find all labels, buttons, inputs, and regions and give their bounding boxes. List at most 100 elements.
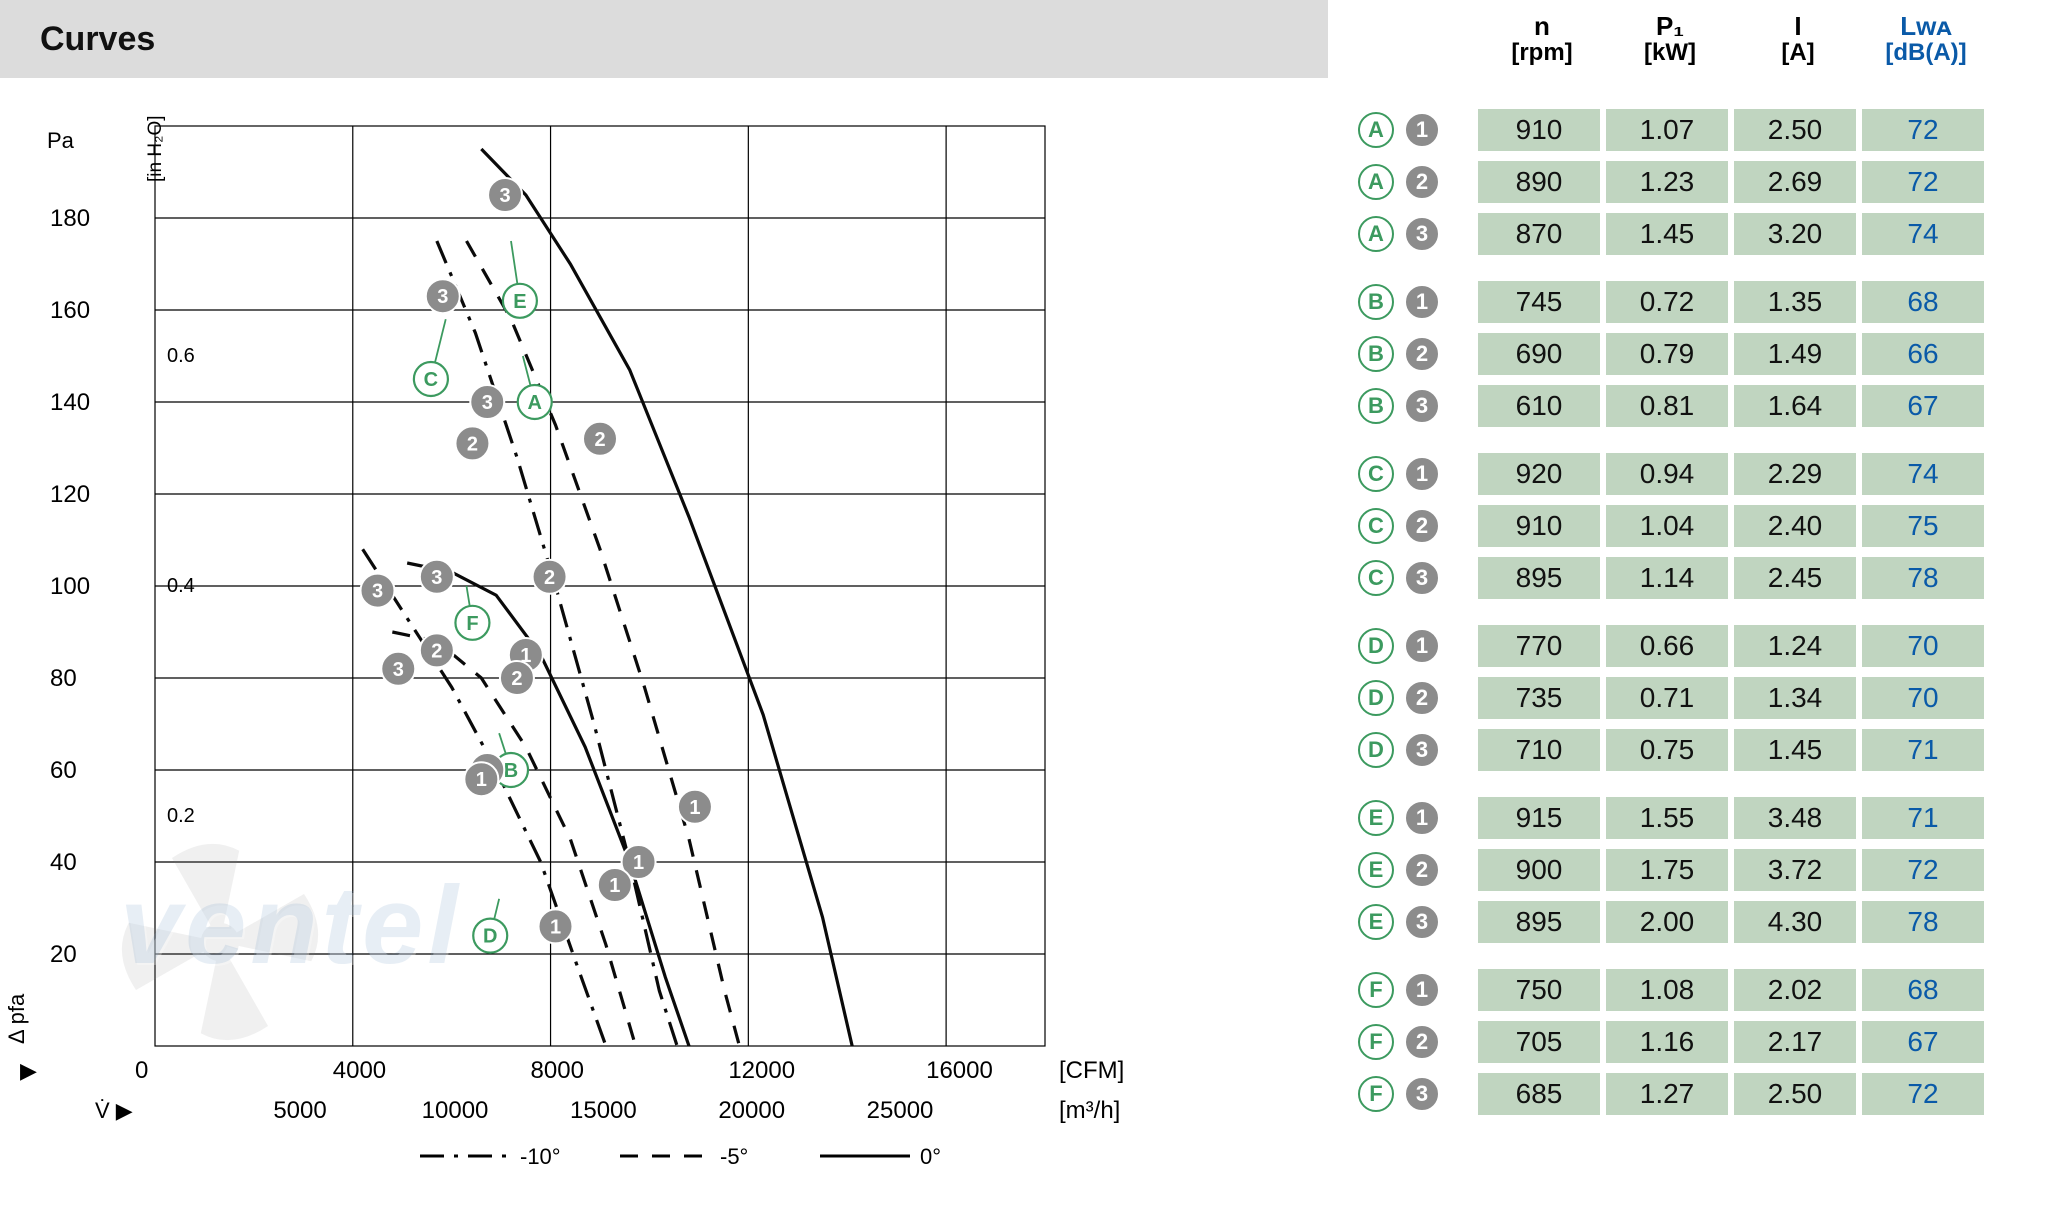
legend-label: -5°	[720, 1144, 748, 1169]
curve-marker-number-text: 1	[550, 916, 561, 938]
badge-letter: B	[1358, 336, 1394, 372]
curve-marker-number-text: 3	[482, 392, 493, 414]
row-badges: D3	[1358, 732, 1478, 768]
row-badges: A3	[1358, 216, 1478, 252]
cell-p1: 2.00	[1606, 901, 1728, 943]
cell-i: 2.69	[1734, 161, 1856, 203]
ytick-inh2o: 0.2	[167, 805, 195, 827]
cell-p1: 0.72	[1606, 281, 1728, 323]
row-badges: B3	[1358, 388, 1478, 424]
cell-p1: 0.94	[1606, 453, 1728, 495]
cell-lwa: 67	[1862, 1021, 1984, 1063]
cell-i: 3.20	[1734, 213, 1856, 255]
badge-letter: E	[1358, 904, 1394, 940]
cell-i: 1.34	[1734, 677, 1856, 719]
cell-lwa: 70	[1862, 677, 1984, 719]
cell-p1: 1.04	[1606, 505, 1728, 547]
table-row: B26900.791.4966	[1358, 330, 2047, 378]
cell-n: 900	[1478, 849, 1600, 891]
table-row: A38701.453.2074	[1358, 210, 2047, 258]
xtick-m3h: 10000	[422, 1097, 489, 1124]
cell-lwa: 70	[1862, 625, 1984, 667]
y-unit-pa: Pa	[47, 128, 75, 153]
table-row: A28901.232.6972	[1358, 158, 2047, 206]
badge-number: 1	[1404, 112, 1440, 148]
ytick-pa: 20	[50, 941, 77, 968]
cell-i: 1.64	[1734, 385, 1856, 427]
cell-n: 710	[1478, 729, 1600, 771]
cfm-unit: [CFM]	[1059, 1057, 1124, 1084]
cell-i: 2.17	[1734, 1021, 1856, 1063]
badge-letter: B	[1358, 388, 1394, 424]
curve-marker-number-text: 3	[431, 567, 442, 589]
badge-letter: D	[1358, 628, 1394, 664]
cell-n: 705	[1478, 1021, 1600, 1063]
cell-lwa: 75	[1862, 505, 1984, 547]
badge-letter: E	[1358, 852, 1394, 888]
curve-marker-number-text: 1	[633, 852, 644, 874]
curve-marker-number-text: 1	[689, 797, 700, 819]
curve-marker-number-text: 2	[594, 429, 605, 451]
cell-lwa: 72	[1862, 161, 1984, 203]
badge-number: 3	[1404, 560, 1440, 596]
cell-lwa: 74	[1862, 213, 1984, 255]
badge-number: 1	[1404, 628, 1440, 664]
badge-number: 3	[1404, 732, 1440, 768]
cell-i: 1.49	[1734, 333, 1856, 375]
y-axis-label: Δ pfa	[4, 993, 29, 1044]
cell-n: 910	[1478, 109, 1600, 151]
x-axis-label: V̇ ▶	[95, 1098, 133, 1123]
badge-letter: A	[1358, 216, 1394, 252]
badge-number: 3	[1404, 216, 1440, 252]
cell-i: 2.50	[1734, 109, 1856, 151]
row-badges: D1	[1358, 628, 1478, 664]
badge-number: 3	[1404, 1076, 1440, 1112]
xtick-cfm: 12000	[728, 1057, 795, 1084]
curve-marker-number-text: 3	[500, 185, 511, 207]
m3h-unit: [m³/h]	[1059, 1097, 1120, 1124]
ytick-inh2o: 0.6	[167, 345, 195, 367]
cell-p1: 1.14	[1606, 557, 1728, 599]
cell-p1: 0.66	[1606, 625, 1728, 667]
cell-p1: 1.23	[1606, 161, 1728, 203]
table-row: C29101.042.4075	[1358, 502, 2047, 550]
badge-letter: E	[1358, 800, 1394, 836]
curve-marker-number-text: 3	[437, 286, 448, 308]
cell-lwa: 67	[1862, 385, 1984, 427]
cell-i: 2.45	[1734, 557, 1856, 599]
table-row: D17700.661.2470	[1358, 622, 2047, 670]
curve-marker-number-text: 3	[372, 581, 383, 603]
badge-number: 2	[1404, 164, 1440, 200]
xtick-cfm: 4000	[333, 1057, 386, 1084]
xtick-cfm: 16000	[926, 1057, 993, 1084]
ytick-pa: 60	[50, 757, 77, 784]
cell-n: 750	[1478, 969, 1600, 1011]
row-badges: C1	[1358, 456, 1478, 492]
cell-lwa: 71	[1862, 729, 1984, 771]
cell-p1: 1.08	[1606, 969, 1728, 1011]
table-row: E19151.553.4871	[1358, 794, 2047, 842]
curve-marker-number-text: 2	[511, 668, 522, 690]
cell-i: 2.40	[1734, 505, 1856, 547]
cell-lwa: 78	[1862, 901, 1984, 943]
badge-number: 2	[1404, 336, 1440, 372]
table-row: D27350.711.3470	[1358, 674, 2047, 722]
page-title: Curves	[40, 20, 155, 59]
cell-lwa: 74	[1862, 453, 1984, 495]
table-row: E38952.004.3078	[1358, 898, 2047, 946]
xtick-m3h: 5000	[273, 1097, 326, 1124]
cell-lwa: 68	[1862, 281, 1984, 323]
cell-i: 2.02	[1734, 969, 1856, 1011]
curve-marker-letter-text: F	[466, 613, 478, 635]
cell-n: 915	[1478, 797, 1600, 839]
cell-p1: 1.45	[1606, 213, 1728, 255]
cell-n: 920	[1478, 453, 1600, 495]
cell-i: 1.35	[1734, 281, 1856, 323]
table-row: F17501.082.0268	[1358, 966, 2047, 1014]
cell-i: 1.24	[1734, 625, 1856, 667]
badge-letter: C	[1358, 508, 1394, 544]
cell-n: 735	[1478, 677, 1600, 719]
cell-n: 895	[1478, 557, 1600, 599]
y-axis-arrow: ▶	[20, 1058, 37, 1083]
cell-n: 745	[1478, 281, 1600, 323]
